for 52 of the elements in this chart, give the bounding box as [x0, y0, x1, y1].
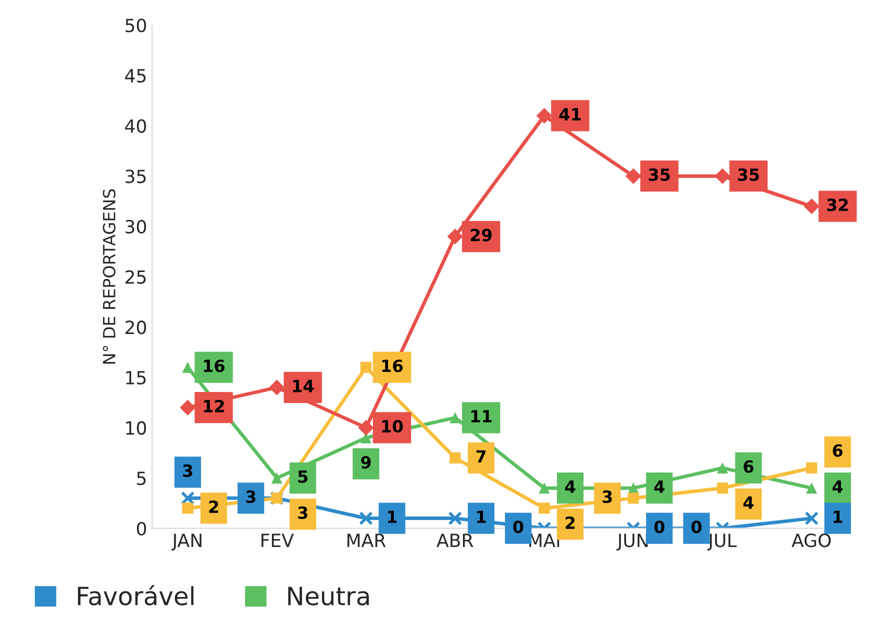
data-label: 6 — [832, 444, 843, 457]
data-label: 16 — [382, 360, 403, 372]
data-label: 4 — [565, 480, 576, 493]
data-label: 41 — [559, 108, 581, 120]
x-tick-label: JAN — [171, 534, 202, 551]
x-tick-label: FEV — [262, 534, 294, 547]
data-label: 1 — [834, 510, 842, 523]
data-label: 10 — [382, 420, 403, 433]
data-label: 12 — [204, 400, 224, 412]
data-label: 4 — [832, 480, 843, 493]
y-tick-label: 50 — [126, 18, 146, 32]
data-label: 6 — [744, 460, 754, 473]
y-tick-label: 20 — [126, 320, 146, 334]
data-label: 14 — [293, 380, 314, 392]
data-label: 3 — [183, 464, 192, 478]
data-label: 9 — [361, 456, 371, 469]
data-label: 0 — [691, 520, 702, 534]
data-label: 1 — [477, 510, 486, 523]
data-label: 0 — [513, 520, 524, 534]
data-label: 7 — [476, 450, 486, 463]
data-label: 1 — [388, 510, 397, 523]
data-label: 5 — [298, 470, 308, 483]
data-label: 2 — [209, 500, 218, 513]
y-tick-label: 30 — [126, 220, 146, 234]
y-tick-label: 0 — [136, 522, 146, 536]
y-tick-label: 25 — [126, 270, 146, 284]
y-tick-label: 10 — [126, 421, 146, 435]
legend-label: Favorável — [78, 585, 194, 606]
x-tick-label: AGO — [792, 534, 831, 548]
legend-label: Neutra — [288, 586, 369, 606]
x-tick-label: MAR — [348, 534, 386, 547]
y-tick-label: 5 — [137, 472, 146, 486]
data-label: 4 — [654, 480, 664, 493]
y-tick-label: 15 — [126, 371, 146, 385]
data-label: 29 — [470, 228, 492, 242]
x-tick-label: JUL — [707, 534, 737, 551]
data-label: 2 — [566, 516, 575, 529]
y-axis-title: N° DE REPORTAGENS — [102, 189, 116, 364]
data-label: 3 — [298, 506, 308, 520]
data-label: 11 — [471, 410, 492, 422]
y-tick-label: 40 — [125, 119, 146, 133]
data-label: 16 — [204, 360, 224, 372]
data-label: 35 — [648, 168, 670, 181]
data-label: 0 — [654, 520, 664, 534]
y-tick-label: 35 — [126, 170, 146, 184]
data-label: 32 — [827, 198, 848, 212]
data-label: 3 — [602, 490, 612, 504]
x-tick-label: ABR — [436, 534, 474, 547]
data-label: 3 — [246, 490, 256, 504]
y-tick-label: 45 — [125, 69, 146, 83]
data-label: 4 — [743, 496, 754, 509]
data-label: 35 — [738, 168, 759, 181]
